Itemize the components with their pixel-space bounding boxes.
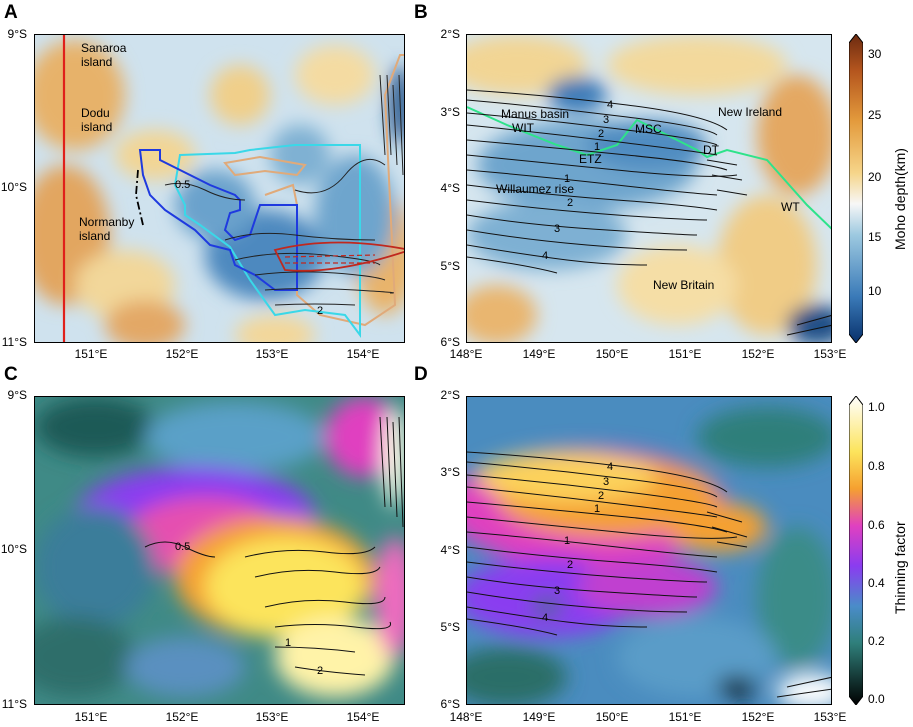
label-manus-basin: Manus basin [501,107,570,121]
tick-d-148e: 148°E [449,710,483,724]
contour-label-b-4b: 4 [542,250,549,262]
moho-tick-15: 15 [868,230,882,244]
moho-tick-20: 20 [868,170,882,184]
contour-label-b-1a: 1 [594,141,601,153]
tick-b-3s: 3°S [440,105,460,119]
contour-label-d-3a: 3 [603,476,610,488]
moho-colorbar [848,33,864,344]
tick-b-151e: 151°E [668,347,702,361]
contour-label-05: 0.5 [175,179,191,191]
thin-tick-06: 0.6 [868,518,885,532]
thinning-colorbar-ramp [848,395,864,706]
label-sanaroa: Sanaroa island [81,41,127,69]
label-new-britain: New Britain [653,278,715,292]
tick-c-152e: 152°E [165,710,199,724]
panel-letter-b: B [414,2,428,23]
tick-a-10s: 10°S [0,180,27,194]
tick-a-9s: 9°S [7,27,27,41]
tick-b-149e: 149°E [522,347,556,361]
thin-tick-08: 0.8 [868,459,885,473]
tick-b-148e: 148°E [449,347,483,361]
thinning-colorbar [848,395,864,706]
tick-d-149e: 149°E [522,710,556,724]
thin-tick-10: 1.0 [868,400,885,414]
tick-d-3s: 3°S [440,465,460,479]
tick-a-154e: 154°E [346,347,380,361]
tick-c-9s: 9°S [7,388,27,402]
contour-label-2: 2 [317,305,324,317]
contour-label-b-3a: 3 [603,114,610,126]
tick-b-4s: 4°S [440,181,460,195]
moho-tick-10: 10 [868,284,882,298]
tick-c-11s: 11°S [1,697,27,711]
contour-label-c-2: 2 [317,665,324,677]
tick-d-153e: 153°E [813,710,847,724]
contour-label-d-4a: 4 [607,461,614,473]
contour-label-b-3b: 3 [554,223,561,235]
contour-label-b-2a: 2 [598,128,605,140]
tick-b-152e: 152°E [741,347,775,361]
contour-label-c-1: 1 [285,637,292,649]
tick-d-151e: 151°E [668,710,702,724]
moho-colorbar-title: Moho depth(km) [892,148,908,250]
label-dt: DT [703,143,719,157]
moho-colorbar-ramp [848,33,864,344]
tick-d-6s: 6°S [440,697,460,711]
label-msc: MSC [635,122,662,136]
panel-letter-a: A [4,2,18,23]
contour-label-d-4b: 4 [542,612,549,624]
tick-b-2s: 2°S [440,27,460,41]
thinning-map-c [35,397,404,704]
contour-label-d-3b: 3 [554,585,561,597]
tick-c-10s: 10°S [0,542,27,556]
tick-c-151e: 151°E [74,710,108,724]
contour-label-d-2a: 2 [598,490,605,502]
tick-a-11s: 11°S [1,335,27,349]
label-wt: WT [781,200,800,214]
thinning-colorbar-title: Thinning factor [892,521,908,614]
tick-a-151e: 151°E [74,347,108,361]
tick-d-150e: 150°E [595,710,629,724]
thin-tick-00: 0.0 [868,692,885,706]
label-etz: ETZ [579,152,602,166]
contour-label-c-05: 0.5 [175,541,191,553]
map-panel-b: Manus basin WIT MSC ETZ DT New Ireland W… [466,34,832,343]
map-panel-a: Sanaroa island Dodu island Normanby isla… [34,34,405,343]
contour-label-d-1a: 1 [594,503,601,515]
map-panel-c: 0.5 1 2 [34,396,405,705]
label-normanby: Normanby island [79,215,135,243]
tick-a-153e: 153°E [255,347,289,361]
label-dodu: Dodu island [81,106,113,134]
panel-letter-d: D [414,364,428,385]
moho-map-b [467,35,831,342]
tick-d-152e: 152°E [741,710,775,724]
thinning-map-d [467,397,831,704]
contour-label-b-4a: 4 [607,99,614,111]
thin-tick-04: 0.4 [868,576,885,590]
tick-d-5s: 5°S [440,620,460,634]
tick-b-150e: 150°E [595,347,629,361]
tick-b-5s: 5°S [440,259,460,273]
label-willaumez-rise: Willaumez rise [496,182,575,196]
tick-d-2s: 2°S [440,388,460,402]
tick-c-153e: 153°E [255,710,289,724]
contour-label-b-1b: 1 [564,173,571,185]
tick-a-152e: 152°E [165,347,199,361]
contour-label-d-1b: 1 [564,535,571,547]
panel-letter-c: C [4,364,18,385]
tick-d-4s: 4°S [440,543,460,557]
contour-label-d-2b: 2 [567,559,574,571]
label-wit: WIT [512,121,534,135]
label-new-ireland: New Ireland [718,105,783,119]
thin-tick-02: 0.2 [868,634,885,648]
tick-b-6s: 6°S [440,335,460,349]
tick-b-153e: 153°E [813,347,847,361]
moho-map-a [35,35,404,342]
moho-tick-30: 30 [868,47,882,61]
moho-tick-25: 25 [868,108,882,122]
map-panel-d: 4 3 2 1 1 2 3 4 [466,396,832,705]
contour-label-b-2b: 2 [567,197,574,209]
tick-c-154e: 154°E [346,710,380,724]
